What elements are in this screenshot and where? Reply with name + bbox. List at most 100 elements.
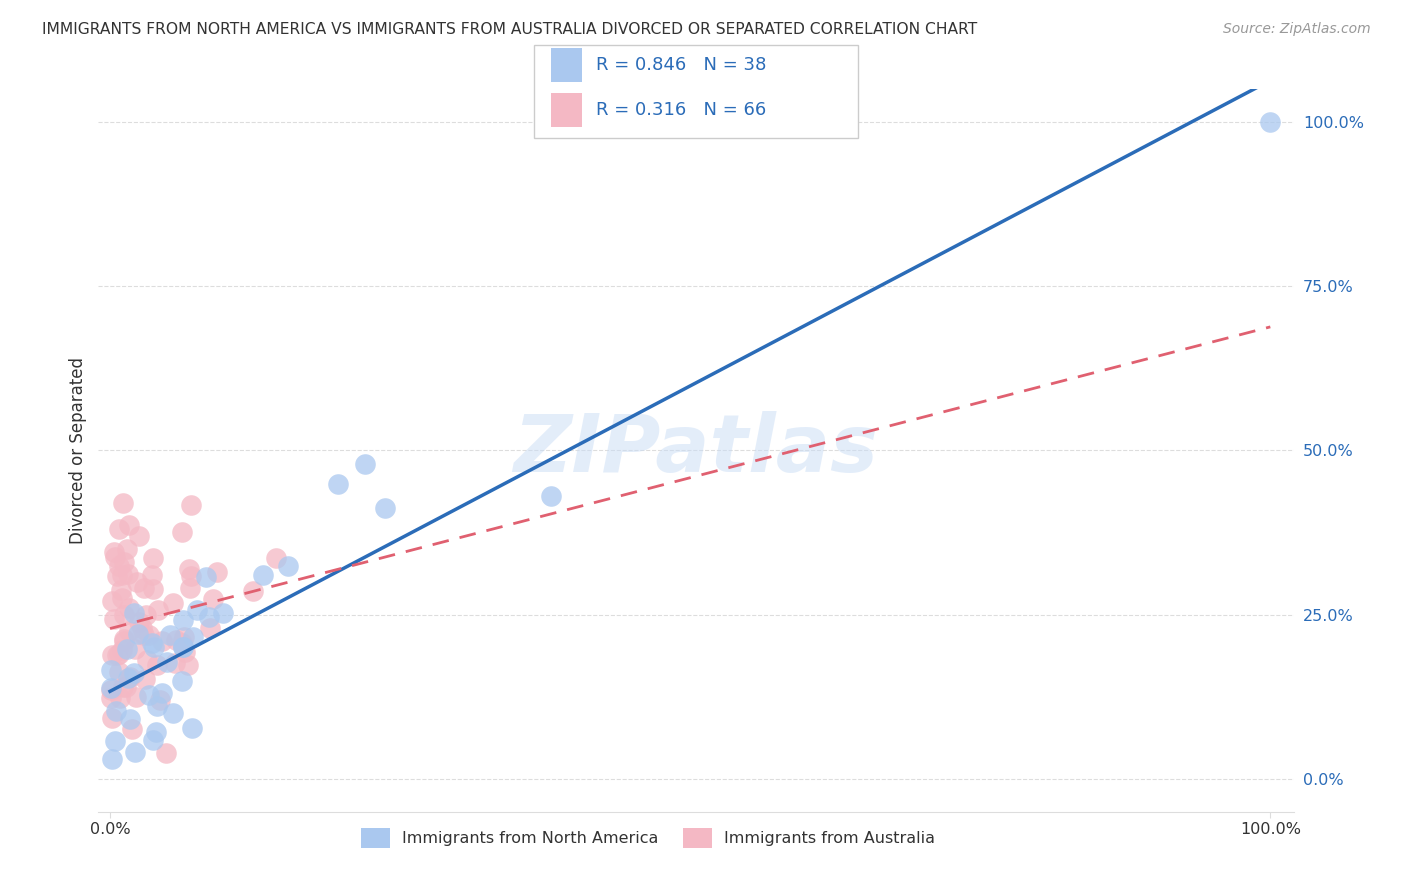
Point (108, 690, 131, 705)
Point (104, 549, 127, 564)
Point (146, 657, 169, 672)
Point (108, 665, 131, 679)
Point (128, 615, 150, 629)
Point (111, 567, 134, 582)
Point (111, 591, 134, 605)
Point (180, 568, 202, 582)
Point (122, 666, 145, 681)
Point (111, 680, 134, 694)
Point (173, 630, 195, 644)
Point (179, 582, 201, 596)
Point (205, 566, 228, 580)
Point (103, 545, 125, 559)
Point (100, 691, 122, 706)
Text: R = 0.846   N = 38: R = 0.846 N = 38 (596, 56, 766, 74)
Point (132, 581, 155, 595)
Point (135, 608, 157, 623)
Point (108, 522, 131, 536)
Point (124, 642, 146, 657)
Point (101, 648, 124, 662)
Text: ZIPatlas: ZIPatlas (513, 411, 879, 490)
Text: Source: ZipAtlas.com: Source: ZipAtlas.com (1223, 22, 1371, 37)
Point (150, 633, 173, 648)
Point (101, 752, 124, 766)
Point (181, 721, 204, 735)
Point (105, 648, 128, 662)
Point (148, 693, 170, 707)
Point (100, 663, 122, 677)
Point (117, 518, 139, 533)
Point (277, 559, 299, 574)
Point (155, 746, 177, 760)
Point (141, 636, 163, 650)
Point (118, 601, 141, 615)
Point (100, 682, 122, 697)
Point (145, 698, 167, 713)
Point (115, 642, 138, 657)
Point (328, 476, 350, 491)
Point (124, 745, 146, 759)
Point (142, 732, 165, 747)
Text: IMMIGRANTS FROM NORTH AMERICA VS IMMIGRANTS FROM AUSTRALIA DIVORCED OR SEPARATED: IMMIGRANTS FROM NORTH AMERICA VS IMMIGRA… (42, 22, 977, 37)
Point (165, 633, 187, 648)
Legend: Immigrants from North America, Immigrants from Australia: Immigrants from North America, Immigrant… (354, 822, 942, 855)
Point (103, 612, 125, 626)
Point (110, 643, 132, 657)
Point (181, 630, 204, 644)
Point (131, 622, 153, 636)
Point (176, 657, 198, 672)
Point (120, 670, 142, 684)
Point (128, 529, 150, 543)
Point (111, 496, 134, 510)
Point (134, 628, 156, 642)
Point (141, 568, 163, 582)
Point (1258, 115, 1281, 129)
Point (115, 680, 138, 694)
Point (242, 584, 264, 599)
Point (120, 713, 142, 727)
Point (159, 628, 181, 642)
Point (374, 501, 396, 516)
Point (162, 596, 184, 610)
Point (172, 640, 194, 655)
Point (117, 567, 139, 582)
Point (266, 550, 288, 565)
Point (127, 627, 149, 641)
Point (124, 607, 146, 621)
Point (145, 724, 167, 739)
Point (186, 603, 208, 617)
Point (200, 621, 222, 635)
Point (114, 634, 136, 648)
Point (138, 628, 160, 642)
Point (100, 594, 122, 608)
Point (180, 498, 202, 512)
Point (172, 613, 194, 627)
Text: R = 0.316   N = 66: R = 0.316 N = 66 (596, 101, 766, 119)
Point (162, 706, 184, 720)
Point (194, 569, 217, 583)
Point (134, 672, 156, 686)
Point (142, 582, 165, 596)
Point (105, 704, 128, 718)
Point (117, 541, 139, 556)
Point (105, 569, 128, 583)
Point (170, 674, 193, 689)
Point (112, 555, 135, 569)
Point (150, 686, 173, 700)
Point (173, 645, 195, 659)
Point (142, 550, 165, 565)
Point (117, 671, 139, 685)
Point (136, 653, 159, 667)
Point (112, 607, 135, 622)
Point (172, 524, 194, 539)
Point (143, 640, 166, 655)
Point (212, 606, 235, 620)
Point (172, 640, 194, 654)
Point (107, 647, 129, 661)
Point (100, 681, 122, 695)
Point (118, 624, 141, 639)
Point (104, 734, 127, 748)
Point (138, 688, 160, 702)
Point (100, 711, 122, 725)
Point (165, 657, 187, 671)
